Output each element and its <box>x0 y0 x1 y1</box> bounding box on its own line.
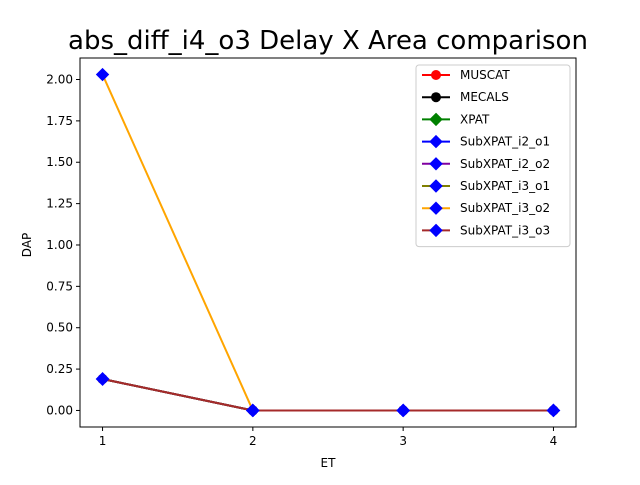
data-point <box>95 372 110 386</box>
legend: MUSCAT MECALS XPAT SubXPAT_i2_o1 SubXPAT_i2_… <box>415 64 571 248</box>
axes-frame <box>79 57 577 428</box>
y-tick-label: 1.50 <box>46 155 73 169</box>
y-tick-label: 1.00 <box>46 238 73 252</box>
legend-marker <box>429 223 443 238</box>
series-line <box>102 378 554 412</box>
y-axis: 0.00 0.25 0.50 0.75 1.00 1.25 1.50 1.75 2.00 <box>46 73 80 417</box>
legend-label: SubXPAT_i2_o2 <box>460 157 550 171</box>
legend-label: MUSCAT <box>460 68 510 82</box>
data-point <box>396 403 410 418</box>
x-axis-label: ET <box>321 456 337 470</box>
legend-marker <box>431 70 441 80</box>
legend-marker <box>429 134 443 149</box>
legend-box <box>415 64 571 248</box>
x-tick-label: 3 <box>399 434 407 448</box>
legend-marker <box>429 157 443 171</box>
legend-marker <box>431 92 441 103</box>
y-tick-label: 0.25 <box>46 362 73 376</box>
data-point <box>546 403 561 418</box>
x-tick-label: 1 <box>99 434 107 448</box>
y-tick-label: 0.75 <box>46 279 73 293</box>
y-axis-label: DAP <box>20 233 34 257</box>
x-axis: 1 2 3 4 <box>99 427 558 448</box>
legend-label: MECALS <box>460 90 509 104</box>
legend-label: SubXPAT_i3_o1 <box>460 179 550 193</box>
chart-title: abs_diff_i4_o3 Delay X Area comparison <box>68 26 588 56</box>
x-tick-label: 4 <box>550 434 558 448</box>
legend-marker <box>429 112 443 127</box>
plot-area <box>95 67 561 418</box>
y-tick-label: 2.00 <box>46 73 73 87</box>
legend-label: SubXPAT_i3_o2 <box>460 201 550 215</box>
legend-marker <box>429 201 443 215</box>
legend-label: SubXPAT_i3_o3 <box>460 223 550 237</box>
y-tick-label: 1.25 <box>46 197 73 211</box>
y-tick-label: 0.50 <box>46 321 73 335</box>
y-tick-label: 1.75 <box>46 114 73 128</box>
legend-label: SubXPAT_i2_o1 <box>460 135 550 149</box>
y-tick-label: 0.00 <box>46 403 73 417</box>
legend-label: XPAT <box>460 112 490 126</box>
data-point <box>246 403 260 418</box>
data-point <box>95 67 110 82</box>
x-tick-label: 2 <box>249 434 257 448</box>
legend-marker <box>429 179 443 193</box>
